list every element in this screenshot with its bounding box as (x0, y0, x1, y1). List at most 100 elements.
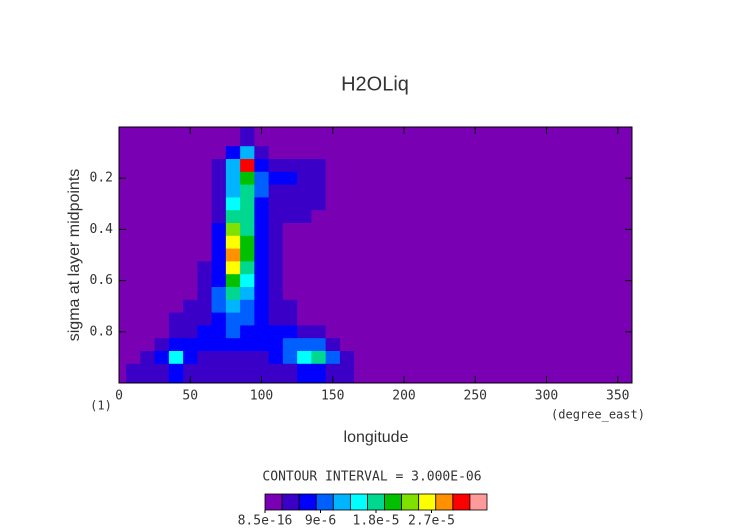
contour-cell (311, 235, 327, 249)
contour-cell (368, 351, 505, 365)
contour-cell (282, 235, 298, 249)
contour-cell (311, 248, 327, 262)
contour-cell (168, 210, 184, 224)
contour-cell (154, 325, 170, 339)
contour-cell (240, 184, 255, 198)
contour-cell (311, 325, 327, 339)
contour-cell (211, 159, 227, 173)
contour-cell (368, 287, 505, 301)
contour-cell (368, 127, 505, 147)
contour-cell (268, 127, 284, 147)
contour-cell (154, 299, 170, 313)
contour-cell (311, 351, 327, 365)
contour-cell (311, 312, 327, 326)
contour-cell (140, 338, 156, 352)
contour-cell (354, 274, 369, 288)
contour-cell (354, 127, 369, 147)
contour-field (119, 127, 633, 384)
contour-cell (368, 338, 505, 352)
contour-cell (503, 159, 633, 173)
contour-cell (211, 287, 227, 301)
contour-cell (183, 338, 198, 352)
contour-cell (282, 351, 298, 365)
contour-cell (154, 351, 170, 365)
contour-cell (197, 184, 213, 198)
contour-cell (282, 325, 298, 339)
contour-cell (354, 325, 369, 339)
contour-cell (282, 287, 298, 301)
contour-cell (225, 363, 241, 384)
contour-cell (339, 171, 355, 185)
contour-cell (168, 325, 184, 339)
contour-cell (197, 338, 213, 352)
contour-cell (297, 159, 312, 173)
contour-cell (154, 197, 170, 211)
contour-cell (254, 287, 270, 301)
contour-cell (503, 338, 633, 352)
contour-cell (311, 127, 327, 147)
contour-cell (354, 287, 369, 301)
contour-cell (154, 223, 170, 237)
contour-cell (354, 171, 369, 185)
contour-cell (126, 351, 141, 365)
contour-cell (368, 299, 505, 313)
contour-cell (368, 274, 505, 288)
contour-cell (183, 287, 198, 301)
contour-cell (240, 210, 255, 224)
contour-cell (183, 159, 198, 173)
colorbar-box (401, 493, 420, 511)
colorbar-label: 9e-6 (305, 514, 336, 529)
contour-cell (168, 127, 184, 147)
contour-cell (240, 287, 255, 301)
contour-cell (368, 248, 505, 262)
colorbar-box (452, 493, 471, 511)
contour-cell (503, 146, 633, 160)
contour-cell (168, 171, 184, 185)
contour-cell (254, 261, 270, 275)
contour-cell (268, 351, 284, 365)
colorbar-box (349, 493, 368, 511)
contour-cell (197, 235, 213, 249)
contour-cell (140, 299, 156, 313)
contour-cell (282, 171, 298, 185)
contour-cell (339, 223, 355, 237)
y-axis-label: sigma at layer midpoints (66, 169, 83, 342)
contour-cell (183, 184, 198, 198)
contour-cell (225, 261, 241, 275)
contour-cell (339, 287, 355, 301)
contour-cell (197, 274, 213, 288)
contour-cell (282, 274, 298, 288)
contour-cell (268, 197, 284, 211)
contour-cell (354, 197, 369, 211)
contour-cell (339, 248, 355, 262)
colorbar-box (298, 493, 317, 511)
contour-cell (503, 325, 633, 339)
contour-cell (197, 146, 213, 160)
contour-cell (168, 248, 184, 262)
x-tick-label: 200 (392, 389, 415, 404)
contour-cell (126, 210, 141, 224)
contour-cell (268, 184, 284, 198)
contour-cell (183, 171, 198, 185)
contour-cell (503, 274, 633, 288)
contour-cell (297, 127, 312, 147)
contour-cell (240, 235, 255, 249)
contour-cell (282, 299, 298, 313)
contour-cell (225, 146, 241, 160)
contour-cell (211, 338, 227, 352)
colorbar-box (315, 493, 334, 511)
contour-cell (339, 146, 355, 160)
contour-cell (225, 171, 241, 185)
contour-cell (225, 299, 241, 313)
contour-cell (197, 261, 213, 275)
contour-cell (311, 261, 327, 275)
contour-cell (211, 235, 227, 249)
contour-cell (183, 261, 198, 275)
contour-cell (154, 210, 170, 224)
contour-cell (197, 197, 213, 211)
contour-cell (197, 312, 213, 326)
contour-cell (325, 325, 341, 339)
contour-cell (339, 197, 355, 211)
contour-cell (140, 274, 156, 288)
contour-cell (154, 184, 170, 198)
